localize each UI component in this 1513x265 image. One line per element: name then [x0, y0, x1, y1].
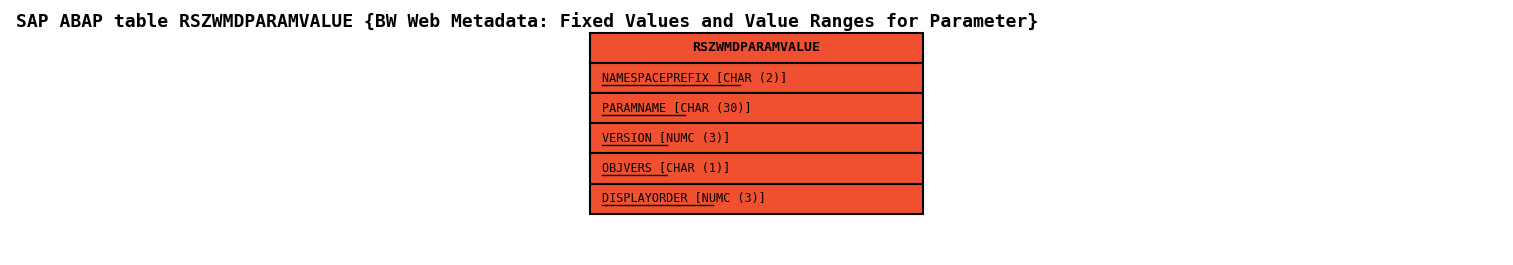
Text: DISPLAYORDER: DISPLAYORDER	[602, 192, 688, 205]
Bar	[590, 153, 923, 184]
Bar	[590, 63, 923, 93]
Text: VERSION: VERSION	[602, 132, 652, 145]
Text: OBJVERS [CHAR (1)]: OBJVERS [CHAR (1)]	[602, 162, 731, 175]
Text: OBJVERS: OBJVERS	[602, 162, 652, 175]
Text: DISPLAYORDER [NUMC (3)]: DISPLAYORDER [NUMC (3)]	[602, 192, 766, 205]
Text: PARAMNAME [CHAR (30)]: PARAMNAME [CHAR (30)]	[602, 102, 752, 115]
Text: NAMESPACEPREFIX [CHAR (2)]: NAMESPACEPREFIX [CHAR (2)]	[602, 72, 788, 85]
Text: PARAMNAME: PARAMNAME	[602, 102, 667, 115]
Bar	[590, 123, 923, 153]
Bar	[590, 184, 923, 214]
Text: NAMESPACEPREFIX: NAMESPACEPREFIX	[602, 72, 710, 85]
Bar	[590, 33, 923, 63]
Text: RSZWMDPARAMVALUE: RSZWMDPARAMVALUE	[693, 41, 820, 54]
Text: VERSION [NUMC (3)]: VERSION [NUMC (3)]	[602, 132, 731, 145]
Bar	[590, 93, 923, 123]
Text: SAP ABAP table RSZWMDPARAMVALUE {BW Web Metadata: Fixed Values and Value Ranges : SAP ABAP table RSZWMDPARAMVALUE {BW Web …	[17, 12, 1039, 31]
